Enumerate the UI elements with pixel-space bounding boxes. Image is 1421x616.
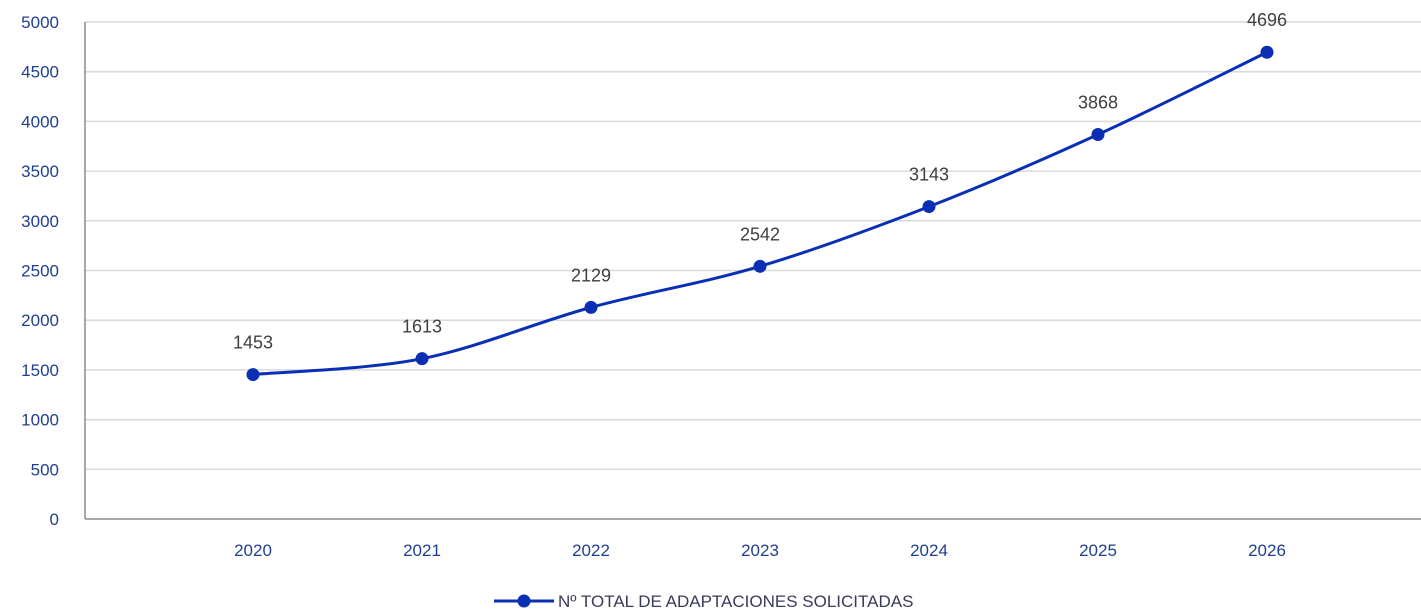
x-tick-label: 2025 xyxy=(1079,541,1117,560)
data-point-marker xyxy=(1091,128,1105,142)
data-point-marker xyxy=(922,200,936,214)
x-tick-label: 2024 xyxy=(910,541,948,560)
y-tick-label: 2500 xyxy=(21,262,59,281)
legend: Nº TOTAL DE ADAPTACIONES SOLICITADAS xyxy=(494,592,913,611)
y-tick-label: 5000 xyxy=(21,13,59,32)
x-tick-label: 2026 xyxy=(1248,541,1286,560)
data-label: 3868 xyxy=(1078,93,1118,113)
y-tick-label: 0 xyxy=(50,510,59,529)
data-labels: 1453 1613 2129 2542 3143 3868 4696 xyxy=(233,10,1287,352)
data-point-marker xyxy=(246,368,260,382)
x-tick-label: 2023 xyxy=(741,541,779,560)
data-label: 2129 xyxy=(571,265,611,285)
gridlines xyxy=(85,21,1421,471)
x-tick-label: 2021 xyxy=(403,541,441,560)
data-markers xyxy=(246,45,1274,382)
y-tick-label: 500 xyxy=(31,460,59,479)
y-tick-label: 3500 xyxy=(21,162,59,181)
y-tick-label: 1000 xyxy=(21,411,59,430)
data-label: 4696 xyxy=(1247,10,1287,30)
x-tick-label: 2022 xyxy=(572,541,610,560)
data-point-marker xyxy=(753,259,767,273)
x-axis-tick-labels: 2020 2021 2022 2023 2024 2025 2026 xyxy=(234,541,1286,560)
axes xyxy=(84,22,1421,520)
data-label: 3143 xyxy=(909,165,949,185)
data-point-marker xyxy=(415,352,429,366)
data-label: 1453 xyxy=(233,333,273,353)
legend-marker-swatch xyxy=(517,594,531,608)
data-label: 1613 xyxy=(402,317,442,337)
data-point-marker xyxy=(584,300,598,314)
y-tick-label: 4500 xyxy=(21,63,59,82)
y-tick-label: 1500 xyxy=(21,361,59,380)
data-label: 2542 xyxy=(740,224,780,244)
y-tick-label: 3000 xyxy=(21,212,59,231)
y-axis-tick-labels: 0 500 1000 1500 2000 2500 3000 3500 4000 4500 5000 xyxy=(21,13,59,529)
data-point-marker xyxy=(1260,45,1274,59)
legend-label: Nº TOTAL DE ADAPTACIONES SOLICITADAS xyxy=(558,592,913,611)
y-tick-label: 4000 xyxy=(21,112,59,131)
y-tick-label: 2000 xyxy=(21,311,59,330)
x-tick-label: 2020 xyxy=(234,541,272,560)
